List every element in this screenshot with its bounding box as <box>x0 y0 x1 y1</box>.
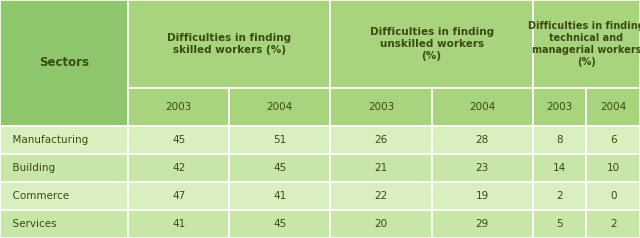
Text: 47: 47 <box>172 191 185 201</box>
Bar <box>586 182 640 210</box>
Text: 20: 20 <box>374 219 388 229</box>
Text: 23: 23 <box>476 163 489 173</box>
Bar <box>128 182 229 210</box>
Bar <box>0 126 128 154</box>
Text: 26: 26 <box>374 135 388 145</box>
Bar <box>532 0 640 88</box>
Bar <box>330 88 431 126</box>
Bar <box>229 88 330 126</box>
Bar <box>0 0 128 126</box>
Bar <box>128 88 229 126</box>
Text: 2004: 2004 <box>267 102 293 112</box>
Bar <box>586 88 640 126</box>
Text: Building: Building <box>6 163 55 173</box>
Text: 21: 21 <box>374 163 388 173</box>
Text: 2003: 2003 <box>368 102 394 112</box>
Text: 14: 14 <box>553 163 566 173</box>
Bar <box>0 210 128 238</box>
Text: 2004: 2004 <box>600 102 627 112</box>
Text: 5: 5 <box>556 219 563 229</box>
Bar <box>330 210 431 238</box>
Text: Difficulties in finding
unskilled workers
(%): Difficulties in finding unskilled worker… <box>369 27 493 61</box>
Bar <box>128 0 330 88</box>
Bar <box>330 154 431 182</box>
Text: Difficulties in finding
skilled workers (%): Difficulties in finding skilled workers … <box>167 33 291 55</box>
Text: 42: 42 <box>172 163 185 173</box>
Bar <box>229 126 330 154</box>
Text: 22: 22 <box>374 191 388 201</box>
Text: 28: 28 <box>476 135 489 145</box>
Bar <box>431 154 532 182</box>
Bar <box>532 182 586 210</box>
Text: 45: 45 <box>273 219 287 229</box>
Text: 29: 29 <box>476 219 489 229</box>
Bar <box>532 88 586 126</box>
Text: Commerce: Commerce <box>6 191 69 201</box>
Text: 19: 19 <box>476 191 489 201</box>
Text: 6: 6 <box>610 135 616 145</box>
Bar <box>532 154 586 182</box>
Text: 45: 45 <box>172 135 185 145</box>
Bar <box>586 126 640 154</box>
Bar <box>532 210 586 238</box>
Text: 0: 0 <box>610 191 616 201</box>
Bar <box>128 210 229 238</box>
Bar <box>431 126 532 154</box>
Bar <box>229 182 330 210</box>
Bar <box>431 182 532 210</box>
Text: 51: 51 <box>273 135 287 145</box>
Text: 41: 41 <box>273 191 287 201</box>
Bar <box>532 126 586 154</box>
Bar <box>0 154 128 182</box>
Text: Difficulties in finding
technical and
managerial workers
(%): Difficulties in finding technical and ma… <box>528 21 640 67</box>
Bar <box>586 154 640 182</box>
Text: 41: 41 <box>172 219 185 229</box>
Bar <box>330 182 431 210</box>
Bar <box>586 210 640 238</box>
Bar <box>229 210 330 238</box>
Bar <box>229 154 330 182</box>
Bar <box>128 126 229 154</box>
Bar <box>431 88 532 126</box>
Text: 10: 10 <box>607 163 620 173</box>
Text: Sectors: Sectors <box>39 56 89 69</box>
Text: 2003: 2003 <box>166 102 192 112</box>
Bar <box>0 182 128 210</box>
Text: Services: Services <box>6 219 56 229</box>
Text: 2003: 2003 <box>547 102 573 112</box>
Text: 2: 2 <box>556 191 563 201</box>
Text: 8: 8 <box>556 135 563 145</box>
Bar <box>330 0 532 88</box>
Text: Manufacturing: Manufacturing <box>6 135 88 145</box>
Text: 2004: 2004 <box>469 102 495 112</box>
Bar <box>330 126 431 154</box>
Bar <box>431 210 532 238</box>
Text: 2: 2 <box>610 219 616 229</box>
Bar <box>128 154 229 182</box>
Text: 45: 45 <box>273 163 287 173</box>
